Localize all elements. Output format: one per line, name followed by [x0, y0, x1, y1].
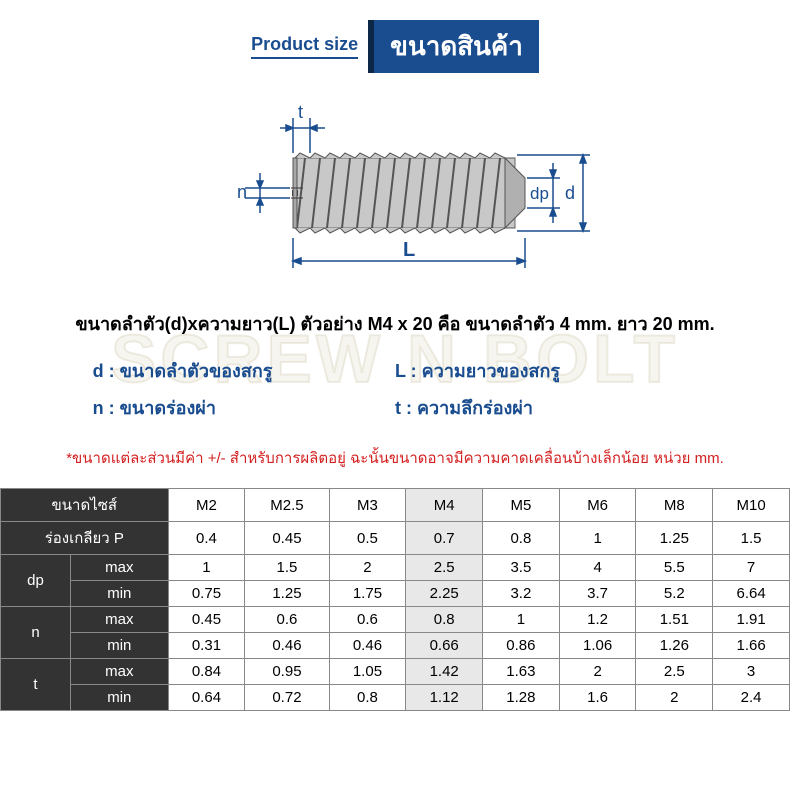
table-cell: 2.5: [636, 659, 713, 685]
table-cell: 1.42: [406, 659, 483, 685]
table-cell: 1.12: [406, 685, 483, 711]
table-cell: 3.7: [559, 581, 636, 607]
label-dp: dp: [530, 184, 549, 203]
table-cell: 0.46: [245, 633, 329, 659]
dimension-t: [280, 118, 325, 153]
table-cell: 1.05: [329, 659, 406, 685]
table-size-col: M2.5: [245, 489, 329, 522]
table-cell: 3.5: [483, 555, 560, 581]
table-group-label: t: [1, 659, 71, 711]
table-cell: 0.84: [168, 659, 245, 685]
table-cell: 0.75: [168, 581, 245, 607]
table-size-col: M10: [713, 489, 790, 522]
table-cell: 0.8: [483, 522, 560, 555]
table-group-label: dp: [1, 555, 71, 607]
table-cell: 0.45: [168, 607, 245, 633]
table-cell: 0.45: [245, 522, 329, 555]
dimension-n: [245, 173, 290, 213]
legend-t: t : ความลึกร่องผ่า: [395, 389, 697, 426]
table-size-col: M2: [168, 489, 245, 522]
legend-d: d : ขนาดลำตัวของสกรู: [93, 352, 395, 389]
label-n: n: [237, 182, 247, 202]
table-header-pitch: ร่องเกลียว P: [1, 522, 169, 555]
table-row-label: max: [71, 659, 169, 685]
legend-L: L : ความยาวของสกรู: [395, 352, 697, 389]
table-cell: 0.6: [329, 607, 406, 633]
table-cell: 6.64: [713, 581, 790, 607]
table-cell: 4: [559, 555, 636, 581]
table-cell: 1.28: [483, 685, 560, 711]
table-row-label: max: [71, 607, 169, 633]
table-cell: 1: [483, 607, 560, 633]
tolerance-note: *ขนาดแต่ละส่วนมีค่า +/- สำหรับการผลิตอยู…: [0, 434, 790, 488]
table-cell: 1.5: [245, 555, 329, 581]
table-cell: 3.2: [483, 581, 560, 607]
header: Product size ขนาดสินค้า: [0, 0, 790, 83]
table-cell: 1.5: [713, 522, 790, 555]
table-cell: 3: [713, 659, 790, 685]
table-cell: 1.25: [245, 581, 329, 607]
table-cell: 5.2: [636, 581, 713, 607]
table-cell: 1.26: [636, 633, 713, 659]
table-row-label: min: [71, 685, 169, 711]
table-cell: 2: [636, 685, 713, 711]
table-cell: 0.7: [406, 522, 483, 555]
table-size-col: M6: [559, 489, 636, 522]
legend: d : ขนาดลำตัวของสกรู L : ความยาวของสกรู …: [0, 344, 790, 434]
table-cell: 1.66: [713, 633, 790, 659]
table-cell: 0.86: [483, 633, 560, 659]
label-L: L: [403, 239, 415, 261]
table-cell: 0.6: [245, 607, 329, 633]
description-text: ขนาดลำตัว(d)xความยาว(L) ตัวอย่าง M4 x 20…: [0, 303, 790, 344]
product-size-en-label: Product size: [251, 34, 358, 59]
product-size-th-label: ขนาดสินค้า: [368, 20, 539, 73]
label-d: d: [565, 183, 575, 203]
table-row-label: max: [71, 555, 169, 581]
table-cell: 1.75: [329, 581, 406, 607]
table-cell: 1.06: [559, 633, 636, 659]
table-cell: 2.25: [406, 581, 483, 607]
table-cell: 0.72: [245, 685, 329, 711]
table-row-label: min: [71, 633, 169, 659]
legend-n: n : ขนาดร่องผ่า: [93, 389, 395, 426]
table-size-col: M8: [636, 489, 713, 522]
table-group-label: n: [1, 607, 71, 659]
table-cell: 1.51: [636, 607, 713, 633]
table-row-label: min: [71, 581, 169, 607]
table-cell: 1.6: [559, 685, 636, 711]
table-cell: 0.64: [168, 685, 245, 711]
table-cell: 0.31: [168, 633, 245, 659]
table-cell: 2: [329, 555, 406, 581]
table-size-col: M4: [406, 489, 483, 522]
table-cell: 1: [168, 555, 245, 581]
screw-body-icon: [291, 153, 525, 233]
table-cell: 2: [559, 659, 636, 685]
screw-diagram: t n L dp: [0, 83, 790, 303]
spec-table: ขนาดไซส์M2M2.5M3M4M5M6M8M10ร่องเกลียว P0…: [0, 488, 790, 711]
table-cell: 1: [559, 522, 636, 555]
table-cell: 1.25: [636, 522, 713, 555]
table-cell: 0.8: [329, 685, 406, 711]
table-cell: 0.8: [406, 607, 483, 633]
table-cell: 0.5: [329, 522, 406, 555]
table-cell: 1.2: [559, 607, 636, 633]
table-cell: 2.4: [713, 685, 790, 711]
table-size-col: M5: [483, 489, 560, 522]
table-header-size: ขนาดไซส์: [1, 489, 169, 522]
table-cell: 5.5: [636, 555, 713, 581]
table-cell: 1.91: [713, 607, 790, 633]
table-cell: 0.4: [168, 522, 245, 555]
table-size-col: M3: [329, 489, 406, 522]
table-cell: 2.5: [406, 555, 483, 581]
table-cell: 0.66: [406, 633, 483, 659]
table-cell: 1.63: [483, 659, 560, 685]
table-cell: 0.95: [245, 659, 329, 685]
label-t: t: [298, 103, 303, 122]
table-cell: 7: [713, 555, 790, 581]
table-cell: 0.46: [329, 633, 406, 659]
